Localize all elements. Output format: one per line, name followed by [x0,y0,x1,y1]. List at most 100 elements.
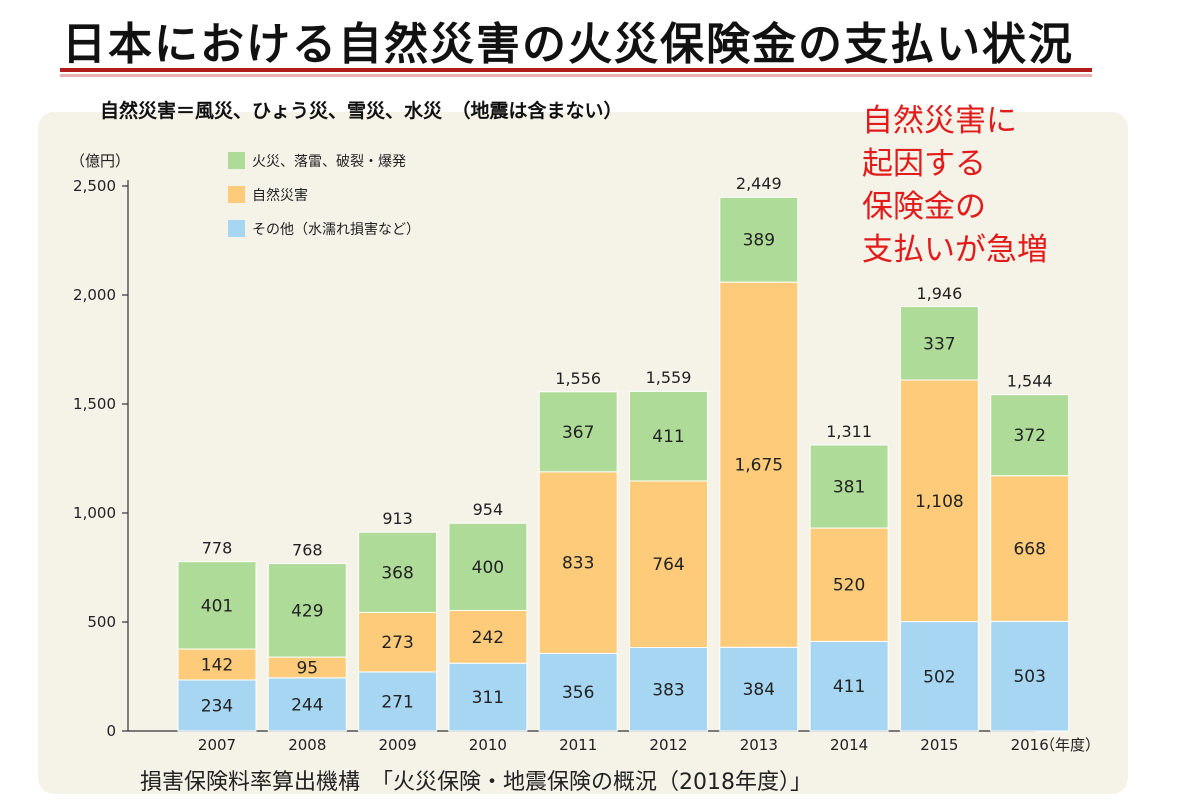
bar-segment [538,652,618,732]
segment-value-label: 764 [652,555,684,575]
segment-value-label: 381 [833,478,865,498]
bar-segment [809,444,889,529]
callout-line-3: 保険金の [862,189,986,225]
segment-value-label: 389 [743,231,775,251]
bar-segment [899,306,979,381]
source-citation: 損害保険料率算出機構 「火災保険・地震保険の概況（2018年度）」 [140,770,812,795]
x-tick-label: 2008 [288,736,326,754]
y-tick-label: 2,000 [73,286,116,304]
bar-total-label: 1,556 [555,369,601,388]
bar-segment [448,609,528,664]
bar-total-label: 778 [202,538,233,557]
legend-swatch [228,152,245,169]
y-tick-label: 1,500 [73,395,116,413]
legend-swatch [228,220,245,237]
segment-value-label: 271 [381,692,413,712]
chart-bars: 234 142 401 778 2007 244 95 429 768 2008 271 273 368… [177,174,1070,754]
x-tick-label: 2011 [559,736,597,754]
bar-segment [267,563,347,658]
segment-value-label: 234 [201,696,233,716]
x-tick-label: 2016 [1011,736,1049,754]
segment-value-label: 95 [296,658,318,678]
x-tick-label: 2012 [649,736,687,754]
x-tick-label: 2007 [198,736,236,754]
bar-segment [177,561,257,650]
callout-line-1: 自然災害に [862,103,1017,139]
segment-value-label: 833 [562,554,594,574]
legend-label: 火災、落雷、破裂・爆発 [252,154,406,170]
bar-total-label: 1,559 [646,368,692,387]
segment-value-label: 502 [923,667,955,687]
segment-value-label: 1,108 [915,492,964,512]
y-tick-label: 500 [87,613,116,631]
bar-total-label: 954 [473,500,504,519]
segment-value-label: 367 [562,423,594,443]
segment-value-label: 337 [923,334,955,354]
bar-segment [990,394,1070,477]
bar-total-label: 1,946 [916,284,962,303]
title-underline [60,68,1092,72]
bar-segment [358,611,438,673]
segment-value-label: 429 [291,601,323,621]
x-tick-label: 2015 [920,736,958,754]
bar-segment [629,390,708,482]
title-underline-shadow [60,74,1092,77]
page-title: 日本における自然災害の火災保険金の支払い状況 [62,19,1074,70]
x-tick-label: 2009 [379,736,417,754]
legend-label: その他（水濡れ損害など） [252,222,420,238]
segment-value-label: 411 [833,677,865,697]
bar-segment [267,677,347,732]
chart-subtitle: 自然災害＝風災、ひょう災、雪災、水災 （地震は含まない） [100,100,623,122]
callout-line-2: 起因する [862,146,986,182]
y-tick-label: 2,500 [73,177,116,195]
segment-value-label: 400 [472,558,504,578]
segment-value-label: 401 [201,596,233,616]
segment-value-label: 383 [652,680,684,700]
bar-total-label: 913 [382,509,413,528]
segment-value-label: 520 [833,576,865,596]
bar-total-label: 1,311 [826,422,872,441]
segment-value-label: 411 [652,427,684,447]
bar-segment [990,475,1070,622]
bar-segment [177,648,257,681]
x-tick-label: 2010 [469,736,507,754]
bar-segment [809,640,889,732]
bar-total-label: 768 [292,541,323,560]
segment-value-label: 368 [381,563,413,583]
segment-value-label: 311 [472,688,504,708]
segment-value-label: 372 [1013,426,1045,446]
callout-text: 自然災害に 起因する 保険金の 支払いが急増 [862,100,1048,272]
y-tick-label: 0 [106,722,116,740]
callout-line-4: 支払いが急増 [862,232,1048,268]
segment-value-label: 668 [1013,540,1045,560]
bar-segment [448,522,528,611]
segment-value-label: 503 [1013,667,1045,687]
bar-segment [809,527,889,642]
bar-segment [719,281,799,648]
bar-segment [358,671,438,732]
x-tick-label: 2013 [740,736,778,754]
bar-segment [719,196,799,283]
x-tick-label: 2014 [830,736,868,754]
bar-total-label: 1,544 [1007,371,1053,390]
x-axis-label: （年度） [1040,736,1100,754]
segment-value-label: 244 [291,695,323,715]
bar-segment [629,480,708,649]
segment-value-label: 356 [562,683,594,703]
bar-total-label: 2,449 [736,174,782,193]
legend-swatch [228,186,245,203]
legend-label: 自然災害 [252,187,308,204]
segment-value-label: 273 [381,633,413,653]
segment-value-label: 1,675 [734,456,783,476]
segment-value-label: 384 [743,680,775,700]
bar-segment [538,471,618,654]
bar-segment [358,531,438,613]
bar-segment [899,379,979,623]
segment-value-label: 142 [201,656,233,676]
y-tick-label: 1,000 [73,504,116,522]
bar-segment [538,391,618,473]
segment-value-label: 242 [472,628,504,648]
y-axis-label: （億円） [70,152,130,170]
